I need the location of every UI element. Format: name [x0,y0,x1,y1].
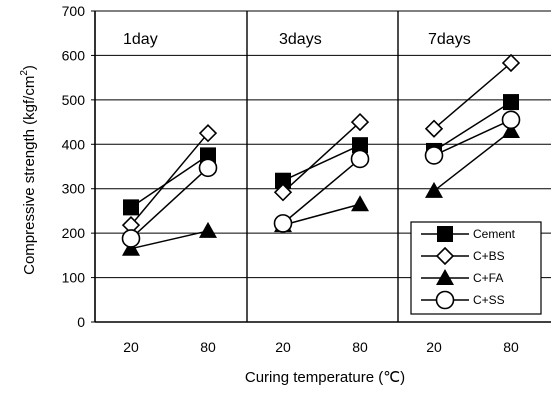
series-line-cement-panel-3 [433,101,512,152]
x-tick-label-1-80: 80 [200,339,216,355]
series-line-css-panel-2 [282,158,361,224]
panel-label-2: 3days [279,31,322,48]
data-point-css-panel-3-20 [424,146,444,165]
legend-label-cement: Cement [473,227,516,241]
y-axis-title-close: ) [21,65,38,70]
data-point-cfa-panel-1-80 [199,221,217,238]
legend-label-cfa: C+FA [473,271,503,285]
data-point-css-panel-3-80 [501,110,521,130]
data-point-cfa-panel-3-20 [425,181,443,198]
y-axis-title: Compressive strength (kgf/cm2) [19,65,38,275]
series-line-css-panel-1 [130,167,209,240]
data-point-cement-panel-1-80 [200,147,216,164]
data-point-cement-panel-2-80 [352,137,368,154]
y-axis-title-main: Compressive strength (kgf/cm [21,76,38,275]
y-tick-label-300: 300 [62,181,86,197]
axis-layer: 0 100 200 300 400 500 600 700 20 80 20 80 20 80 [62,3,519,355]
data-point-cfa-panel-3-80 [502,121,520,138]
data-point-cfa-panel-2-80 [351,195,369,212]
y-tick-label-500: 500 [62,92,86,108]
data-point-cbs-panel-2-20 [273,183,293,202]
legend-label-cbs: C+BS [473,249,505,263]
series-line-css-panel-3 [433,119,512,157]
y-tick-label-200: 200 [62,225,86,241]
legend-marker-css [435,290,455,310]
x-tick-label-1-20: 20 [123,339,139,355]
panel-labels: 1day 3days 7days [123,31,471,48]
y-tick-label-0: 0 [77,314,85,330]
series-line-cbs-panel-3 [433,62,512,130]
data-point-cbs-panel-3-20 [424,119,444,138]
data-point-css-panel-2-20 [273,214,293,233]
series-line-cfa-panel-2 [282,203,361,226]
y-tick-label-600: 600 [62,47,86,63]
legend-marker-cement [437,226,453,242]
series-line-cfa-panel-3 [433,130,512,192]
series-line-cbs-panel-2 [282,121,361,193]
data-point-cbs-panel-1-80 [198,124,218,143]
data-point-cement-panel-3-80 [503,94,519,111]
legend: Cement C+BS C+FA C+SS [410,221,542,315]
y-tick-label-400: 400 [62,136,86,152]
panel-label-1: 1day [123,31,158,48]
series-line-cfa-panel-1 [130,230,209,250]
legend-marker-cbs [435,246,455,266]
x-tick-label-2-80: 80 [352,339,368,355]
series-line-cement-panel-2 [282,144,361,182]
plot-frame [94,10,551,323]
data-point-css-panel-1-20 [121,229,141,248]
data-point-cement-panel-1-20 [123,199,139,216]
data-point-cement-panel-2-20 [275,172,291,189]
legend-box [410,221,542,315]
series-line-cement-panel-1 [130,154,209,208]
y-axis-title-superscript: 2 [19,70,30,76]
panel-label-3: 7days [428,31,471,48]
y-tick-label-700: 700 [62,3,86,19]
x-axis-title: Curing temperature (℃) [245,369,405,386]
y-tick-label-100: 100 [62,270,86,286]
series-layer [121,53,521,256]
x-tick-label-2-20: 20 [275,339,291,355]
legend-marker-cfa [436,269,454,285]
data-point-css-panel-1-80 [198,158,218,178]
data-point-cbs-panel-2-80 [350,112,370,132]
series-line-cbs-panel-1 [130,132,209,226]
data-point-css-panel-2-80 [350,149,370,169]
x-tick-label-3-80: 80 [503,339,519,355]
data-point-cbs-panel-3-80 [501,53,521,73]
x-tick-label-3-20: 20 [426,339,442,355]
legend-label-css: C+SS [473,293,505,307]
